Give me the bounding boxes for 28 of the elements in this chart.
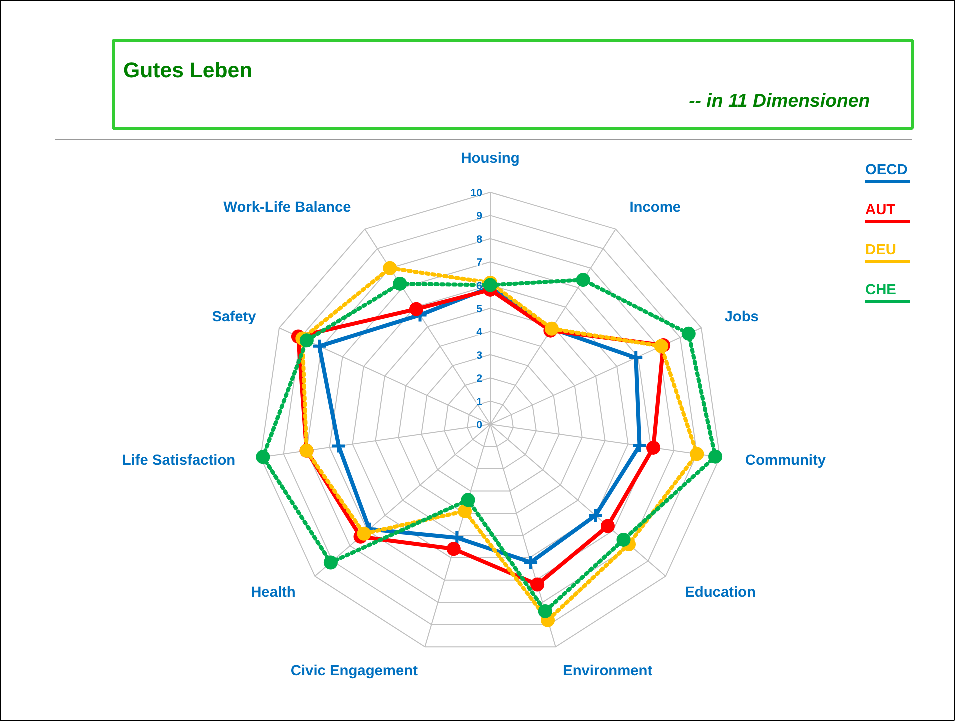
spoke-label: Education	[685, 585, 756, 602]
spoke-label: Civic Engagement	[290, 664, 418, 680]
spoke-label: Work-Life Balance	[224, 200, 352, 216]
spoke-label: Jobs	[724, 310, 759, 326]
spoke-label: Health	[251, 585, 296, 602]
text: OECD	[866, 162, 908, 178]
y-tick-label: 3	[476, 350, 483, 362]
spoke-label: Income	[630, 200, 682, 216]
spoke-label: Safety	[212, 310, 258, 326]
spoke-label: Housing	[461, 150, 520, 167]
y-tick-label: 8	[476, 234, 483, 246]
y-tick-label: 0	[476, 420, 483, 432]
text: DEU	[866, 242, 896, 258]
y-tick-label: 4	[476, 326, 483, 339]
text: CHE	[866, 282, 897, 298]
y-tick-label: 7	[476, 257, 483, 270]
y-tick-label: 2	[476, 373, 483, 386]
spoke-label: Community	[745, 453, 827, 470]
chart-title: Gutes Leben	[124, 58, 253, 82]
spoke-label: Life Satisfaction	[122, 453, 236, 470]
y-tick-label: 6	[476, 280, 483, 292]
spoke-label: Environment	[563, 664, 653, 680]
chart-subtitle: -- in 11 Dimensionen	[689, 90, 870, 111]
y-tick-label: 5	[476, 304, 483, 316]
y-tick-label: 10	[470, 188, 483, 200]
text: AUT	[866, 202, 896, 218]
y-tick-label: 9	[476, 210, 483, 223]
y-tick-label: 1	[476, 396, 483, 408]
